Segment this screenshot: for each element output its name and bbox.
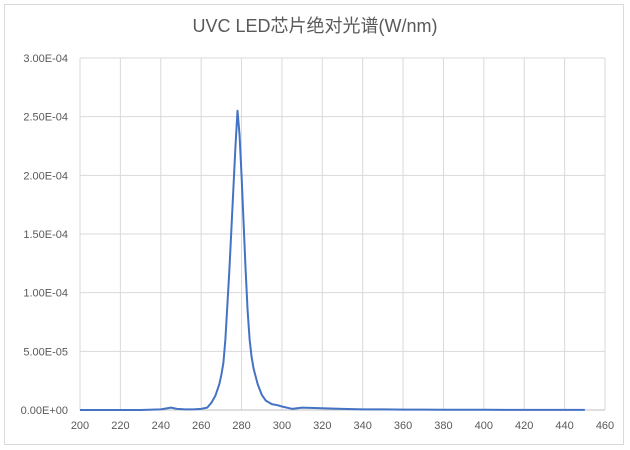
x-tick-label: 220 <box>111 420 129 432</box>
grid-lines <box>79 57 606 411</box>
x-tick-label: 360 <box>394 420 412 432</box>
y-tick-label: 0.00E+00 <box>21 405 68 417</box>
y-tick-label: 1.50E-04 <box>23 229 68 241</box>
y-tick-label: 5.00E-05 <box>23 346 68 358</box>
x-tick-label: 320 <box>313 420 331 432</box>
chart-frame <box>4 4 624 445</box>
x-tick-label: 340 <box>354 420 372 432</box>
x-tick-label: 280 <box>232 420 250 432</box>
y-tick-label: 1.00E-04 <box>23 288 68 300</box>
plot-area <box>80 109 585 411</box>
chart-title: UVC LED芯片绝对光谱(W/nm) <box>192 16 438 36</box>
y-tick-label: 2.00E-04 <box>23 170 68 182</box>
y-tick-label: 3.00E-04 <box>23 53 68 65</box>
x-tick-label: 300 <box>273 420 291 432</box>
x-tick-label: 460 <box>596 420 614 432</box>
x-tick-label: 440 <box>555 420 573 432</box>
x-tick-label: 420 <box>515 420 533 432</box>
y-tick-label: 2.50E-04 <box>23 112 68 124</box>
y-axis: 0.00E+00 5.00E-05 1.00E-04 1.50E-04 2.00E-04… <box>21 53 68 417</box>
series-line <box>80 109 585 411</box>
x-tick-label: 200 <box>71 420 89 432</box>
x-tick-label: 260 <box>192 420 210 432</box>
x-tick-label: 380 <box>434 420 452 432</box>
x-axis: 200 220 240 260 280 300 320 340 360 380 400 420 440 4… <box>71 409 614 432</box>
x-tick-label: 240 <box>152 420 170 432</box>
x-tick-label: 400 <box>475 420 493 432</box>
